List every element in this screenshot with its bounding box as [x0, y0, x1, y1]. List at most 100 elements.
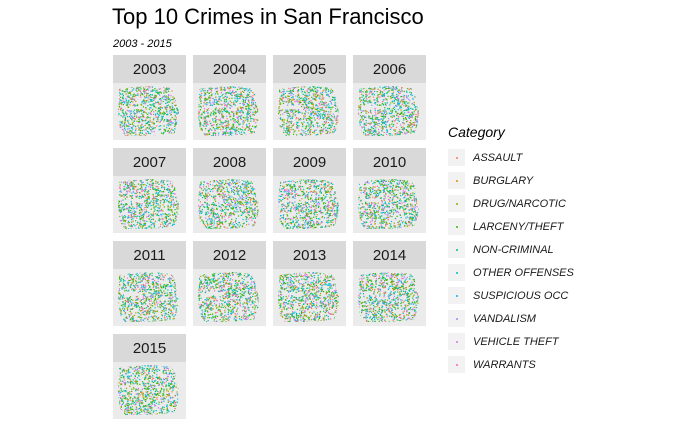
crime-point [258, 221, 259, 223]
crime-point [224, 92, 226, 94]
crime-point [132, 101, 134, 103]
crime-point [246, 124, 248, 126]
crime-point [234, 104, 236, 106]
crime-point [330, 129, 332, 131]
crime-point [215, 99, 218, 101]
crime-point [414, 119, 416, 121]
crime-point [151, 86, 153, 88]
crime-point [368, 96, 370, 98]
crime-point [198, 87, 200, 89]
crime-point [211, 138, 212, 139]
crime-point [171, 181, 173, 183]
crime-point [309, 132, 311, 134]
crime-point [409, 124, 411, 126]
crime-point [384, 121, 386, 123]
crime-point [118, 116, 119, 118]
crime-point [131, 216, 133, 218]
crime-point [167, 188, 169, 190]
crime-point [236, 229, 237, 230]
crime-point [251, 86, 253, 88]
crime-point [284, 96, 286, 98]
crime-point [163, 128, 165, 130]
crime-point [167, 119, 169, 121]
crime-point [132, 96, 134, 98]
crime-point [163, 195, 165, 197]
crime-point [364, 110, 366, 112]
water-area [194, 133, 201, 140]
crime-point [136, 204, 138, 206]
crime-point [146, 185, 148, 187]
crime-point [236, 121, 238, 123]
crime-point [222, 128, 224, 130]
crime-point [398, 134, 400, 136]
crime-point [204, 110, 206, 112]
crime-point [218, 229, 219, 230]
crime-point [407, 124, 409, 126]
crime-point [260, 129, 261, 130]
crime-point [123, 227, 125, 229]
crime-point [234, 200, 236, 203]
crime-point [145, 201, 148, 203]
crime-point [384, 109, 386, 111]
crime-point [228, 88, 230, 90]
crime-point [400, 86, 402, 87]
crime-point [169, 180, 172, 182]
crime-point [206, 111, 208, 113]
crime-point [338, 106, 339, 108]
crime-point [238, 128, 240, 130]
crime-point [168, 132, 170, 134]
crime-point [410, 128, 412, 131]
crime-point [173, 206, 175, 208]
crime-point [213, 100, 215, 102]
crime-point [329, 131, 332, 133]
crime-point [406, 121, 408, 123]
crime-point [416, 98, 418, 101]
crime-point [358, 109, 359, 111]
crime-point [155, 198, 157, 200]
crime-point [127, 128, 129, 130]
crime-point [134, 211, 136, 213]
crime-point [374, 133, 376, 135]
crime-point [231, 223, 233, 225]
crime-point [230, 127, 232, 129]
crime-point [149, 125, 151, 128]
crime-point [171, 186, 173, 188]
crime-point [378, 119, 380, 121]
crime-point [145, 206, 147, 208]
crime-point [156, 189, 158, 191]
crime-point [176, 197, 178, 199]
crime-point [259, 129, 260, 130]
crime-point [288, 95, 290, 98]
crime-point [242, 101, 245, 103]
crime-point [128, 214, 130, 217]
crime-point [415, 127, 417, 129]
crime-point [170, 204, 172, 206]
crime-point [335, 105, 337, 107]
crime-point [292, 109, 294, 111]
crime-point [170, 193, 172, 195]
crime-point [122, 112, 124, 114]
crime-point [400, 131, 402, 133]
crime-point [245, 107, 247, 109]
crime-point [335, 108, 337, 110]
crime-point [172, 109, 174, 111]
crime-point [177, 100, 179, 102]
crime-point [236, 95, 238, 97]
crime-point [330, 122, 333, 124]
crime-point [288, 126, 290, 128]
crime-point [327, 131, 329, 133]
crime-point [244, 138, 245, 139]
crime-point [126, 114, 128, 116]
crime-point [146, 191, 148, 193]
crime-point [250, 138, 251, 139]
crime-point [360, 104, 362, 106]
crime-point [290, 89, 292, 92]
crime-point [178, 92, 179, 94]
crime-point [135, 215, 137, 218]
crime-point [211, 129, 213, 131]
crime-point [235, 202, 237, 204]
crime-point [374, 103, 377, 105]
crime-point [227, 230, 228, 231]
crime-point [218, 132, 220, 134]
crime-point [375, 118, 377, 120]
